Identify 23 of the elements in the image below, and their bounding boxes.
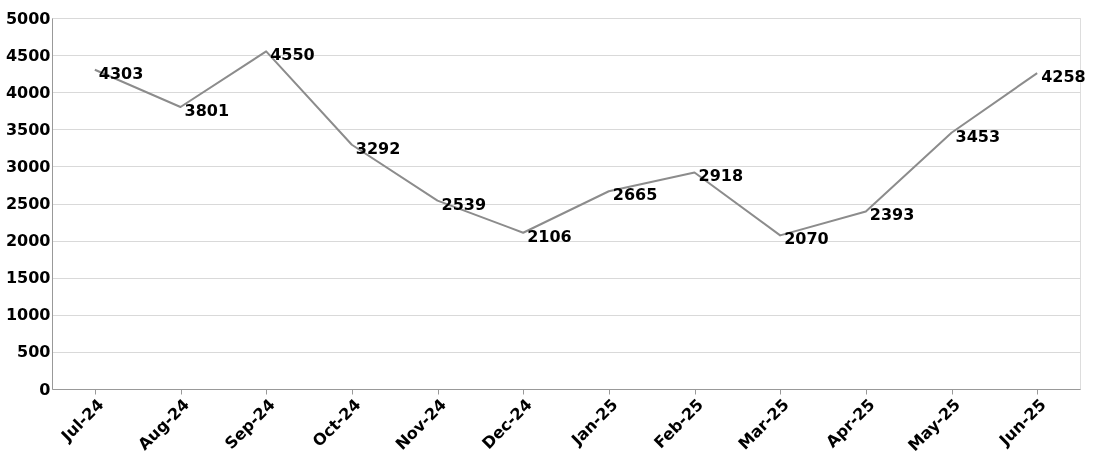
- y-tick-label: 4000: [5, 82, 51, 102]
- data-label: 4258: [1041, 67, 1086, 87]
- data-label: 2918: [698, 166, 744, 186]
- data-label: 2106: [527, 226, 572, 246]
- y-tick-label: 3000: [5, 156, 51, 176]
- y-tick-label: 1000: [5, 305, 51, 325]
- y-tick-label: 2000: [5, 231, 51, 251]
- data-label: 2539: [441, 194, 487, 214]
- data-label: 2665: [612, 185, 658, 205]
- data-label: 2393: [869, 205, 915, 225]
- y-tick-label: 500: [17, 342, 51, 362]
- data-label: 2070: [784, 229, 829, 249]
- y-tick-label: 5000: [5, 8, 51, 28]
- data-label: 4550: [270, 45, 315, 65]
- data-label: 4303: [98, 63, 144, 83]
- y-tick-label: 0: [39, 379, 51, 399]
- data-label: 3292: [355, 138, 401, 158]
- y-tick-label: 2500: [5, 194, 51, 213]
- y-tick-label: 4500: [5, 45, 51, 65]
- data-label: 3453: [955, 126, 1001, 146]
- y-tick-label: 1500: [5, 268, 51, 288]
- data-label: 3801: [184, 100, 230, 120]
- y-tick-label: 3500: [5, 119, 51, 139]
